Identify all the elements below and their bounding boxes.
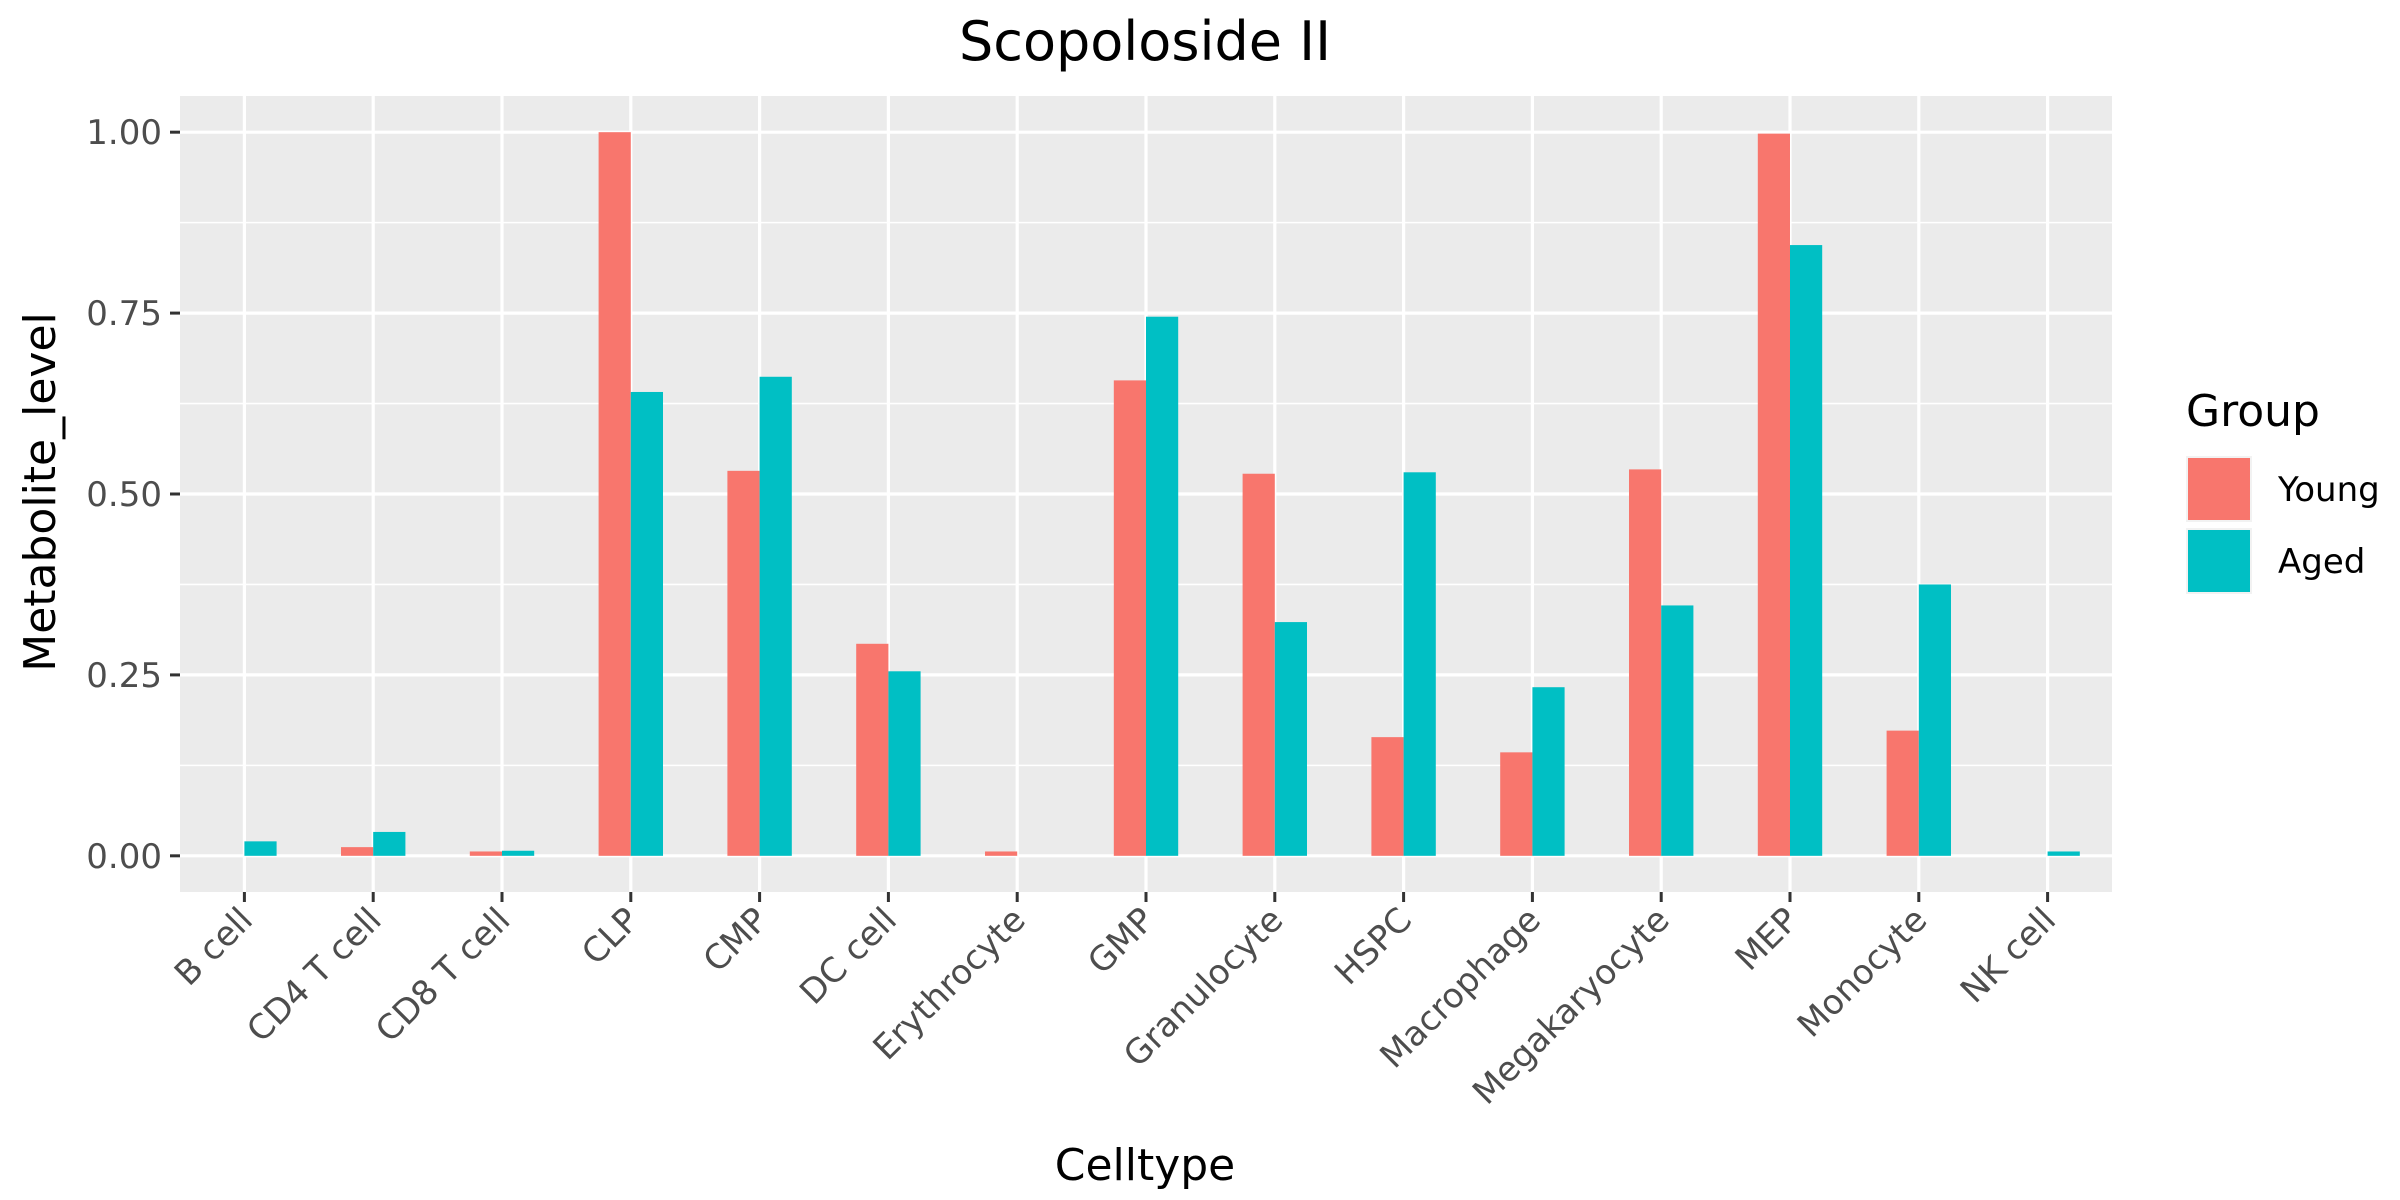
y-tick-label: 0.50 xyxy=(86,475,162,515)
chart-title: Scopoloside II xyxy=(959,10,1331,73)
bar-aged xyxy=(1403,472,1436,856)
y-tick-label: 1.00 xyxy=(86,113,162,153)
legend-label-aged: Aged xyxy=(2278,542,2365,582)
bar-aged xyxy=(1918,584,1951,856)
bar-young xyxy=(341,847,374,856)
bar-young xyxy=(1500,752,1533,856)
bar-aged xyxy=(630,391,663,856)
bar-young xyxy=(1371,737,1404,856)
x-axis-title: Celltype xyxy=(1055,1140,1236,1191)
bar-young xyxy=(1113,380,1146,856)
bar-aged xyxy=(1146,316,1179,856)
legend-swatch-young xyxy=(2188,458,2250,520)
bar-young xyxy=(1757,133,1790,856)
bar-aged xyxy=(888,671,921,856)
bar-young xyxy=(727,470,760,856)
y-tick-label: 0.75 xyxy=(86,294,162,334)
bar-young xyxy=(1629,469,1662,856)
bar-young xyxy=(598,132,631,856)
legend-label-young: Young xyxy=(2277,470,2380,510)
bars xyxy=(244,132,2080,856)
bar-aged xyxy=(1532,687,1565,856)
y-axis-title: Metabolite_level xyxy=(15,312,66,672)
bar-young xyxy=(856,643,889,856)
bar-aged xyxy=(373,831,406,856)
bar-young xyxy=(1886,730,1919,856)
bar-young xyxy=(469,851,502,856)
bar-young xyxy=(985,851,1018,856)
y-tick-label: 0.25 xyxy=(86,656,162,696)
legend-swatch-aged xyxy=(2188,530,2250,592)
bar-aged xyxy=(1661,605,1694,856)
bar-aged xyxy=(1790,245,1823,856)
bar-aged xyxy=(759,376,792,856)
bar-aged xyxy=(1274,622,1307,856)
y-axis: 0.00 0.25 0.50 0.75 1.00 xyxy=(86,113,180,877)
bar-young xyxy=(1242,473,1275,856)
legend: Group Young Aged xyxy=(2186,386,2380,594)
bar-aged xyxy=(2047,851,2080,856)
y-tick-label: 0.00 xyxy=(86,837,162,877)
bar-aged xyxy=(502,850,535,856)
bar-aged xyxy=(244,841,277,856)
legend-title: Group xyxy=(2186,386,2320,437)
